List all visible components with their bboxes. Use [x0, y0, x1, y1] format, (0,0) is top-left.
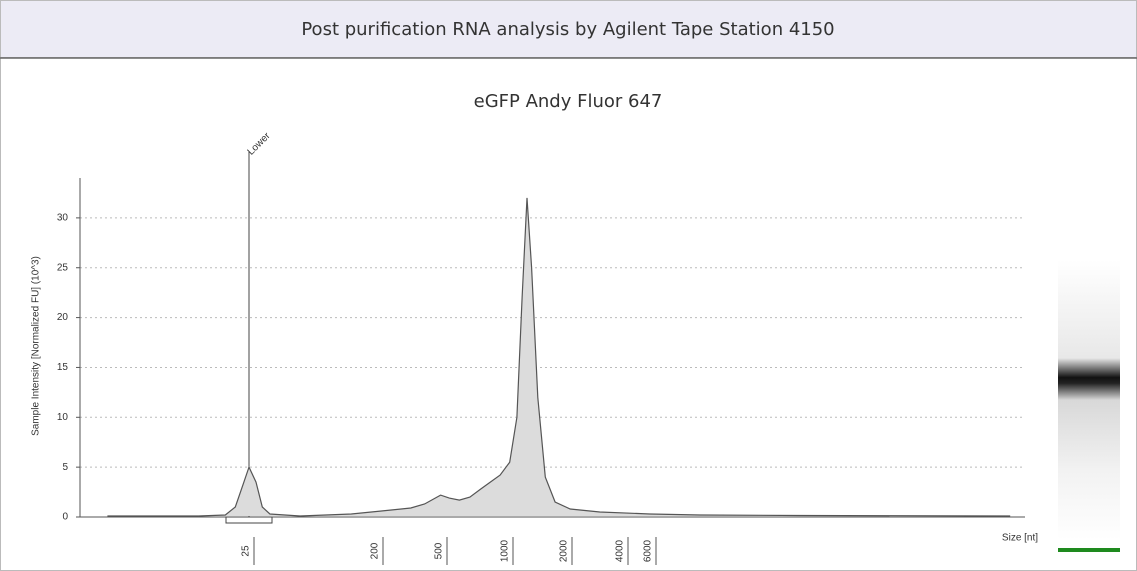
- y-tick-label: 25: [57, 262, 69, 273]
- y-axis-label: Sample Intensity [Normalized FU] (10^3): [31, 256, 42, 436]
- x-tick-label: 1000: [500, 539, 511, 562]
- header-title: Post purification RNA analysis by Agilen…: [301, 19, 834, 40]
- x-tick-label: 4000: [615, 539, 626, 562]
- x-axis-label: Size [nt]: [1002, 533, 1038, 544]
- y-tick-label: 10: [57, 412, 69, 423]
- x-tick-label: 25: [241, 545, 252, 557]
- x-tick-label: 500: [434, 542, 445, 559]
- y-tick-label: 20: [57, 312, 69, 323]
- y-tick-label: 5: [62, 462, 68, 473]
- header-bar: [0, 0, 1137, 58]
- y-tick-label: 0: [62, 512, 68, 523]
- gel-lane-image: [1058, 260, 1120, 540]
- x-tick-label: 6000: [643, 539, 654, 562]
- trace-area: [107, 197, 1011, 517]
- y-tick-label: 30: [57, 213, 69, 224]
- x-tick-label: 2000: [559, 539, 570, 562]
- chart-title: eGFP Andy Fluor 647: [474, 91, 663, 112]
- x-tick-label: 200: [370, 542, 381, 559]
- marker-box: [225, 516, 273, 524]
- gel-lane: [1058, 260, 1120, 552]
- y-tick-label: 15: [57, 362, 69, 373]
- gel-marker-band: [1058, 548, 1120, 552]
